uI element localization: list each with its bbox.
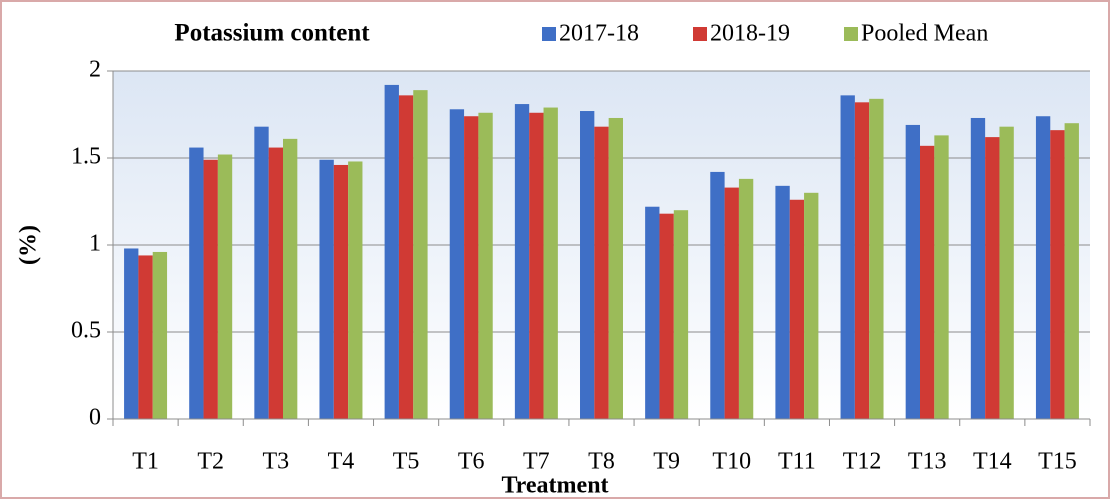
bar: [645, 206, 660, 419]
bar: [869, 98, 884, 419]
x-tick-label: T15: [1038, 449, 1077, 475]
bar: [268, 147, 283, 419]
bar: [1035, 116, 1051, 420]
bar: [673, 210, 689, 419]
y-tick-label: 1: [89, 231, 101, 257]
y-tick-label: 0.5: [71, 318, 101, 344]
bar: [413, 90, 428, 419]
bar: [854, 102, 870, 419]
legend-swatch: [693, 27, 707, 41]
bar: [970, 117, 986, 419]
bar: [710, 171, 725, 419]
bar: [985, 137, 1000, 419]
x-tick-label: T8: [588, 449, 615, 475]
bar: [738, 178, 754, 419]
x-tick-label: T5: [393, 449, 420, 475]
bar: [514, 104, 530, 419]
bar: [840, 95, 855, 420]
bar: [384, 84, 399, 420]
x-tick-label: T2: [197, 449, 224, 475]
bar: [594, 126, 609, 420]
bar: [319, 159, 334, 420]
bar: [217, 154, 233, 419]
legend-label: Pooled Mean: [861, 21, 988, 47]
bar: [464, 116, 479, 420]
y-tick-label: 1.5: [71, 144, 101, 170]
y-tick-label: 0: [89, 405, 101, 431]
bar: [724, 187, 739, 419]
bar: [398, 95, 414, 420]
x-tick-label: T11: [778, 449, 816, 475]
bar: [1050, 130, 1065, 419]
bar: [789, 199, 805, 419]
bar: [529, 112, 544, 419]
legend-swatch: [844, 27, 858, 41]
bar: [543, 107, 558, 419]
y-tick-label: 2: [89, 57, 101, 83]
bar: [254, 126, 269, 420]
bar: [999, 126, 1014, 420]
bar: [152, 251, 168, 419]
bar: [449, 109, 465, 419]
bar: [659, 213, 674, 419]
bar: [124, 248, 139, 419]
y-axis-label: (%): [16, 225, 42, 265]
x-axis-label: Treatment: [501, 473, 608, 499]
x-tick-label: T1: [132, 449, 159, 475]
bar: [478, 112, 493, 419]
bar: [608, 117, 623, 419]
bar: [138, 255, 153, 419]
x-tick-label: T9: [653, 449, 680, 475]
bar: [282, 138, 298, 420]
bar: [333, 164, 349, 419]
chart-title: Potassium content: [174, 20, 370, 47]
bar: [1064, 123, 1079, 419]
legend-label: 2017-18: [559, 21, 639, 47]
x-tick-label: T12: [843, 449, 882, 475]
x-tick-label: T6: [458, 449, 485, 475]
x-tick-label: T13: [908, 449, 947, 475]
bar: [934, 135, 949, 419]
x-tick-label: T10: [712, 449, 751, 475]
bar: [189, 147, 204, 419]
legend-swatch: [542, 27, 556, 41]
bar: [775, 185, 790, 419]
bar: [905, 124, 921, 419]
legend-label: 2018-19: [710, 21, 790, 47]
bar: [920, 145, 935, 419]
legend: 2017-18 2018-19 Pooled Mean: [542, 21, 988, 47]
bar: [804, 192, 819, 419]
x-tick-label: T3: [262, 449, 289, 475]
x-tick-label: T7: [523, 449, 550, 475]
x-tick-label: T14: [973, 449, 1012, 475]
bar: [203, 159, 218, 420]
x-tick-label: T4: [328, 449, 355, 475]
bar: [348, 161, 363, 420]
bar: [580, 111, 595, 420]
